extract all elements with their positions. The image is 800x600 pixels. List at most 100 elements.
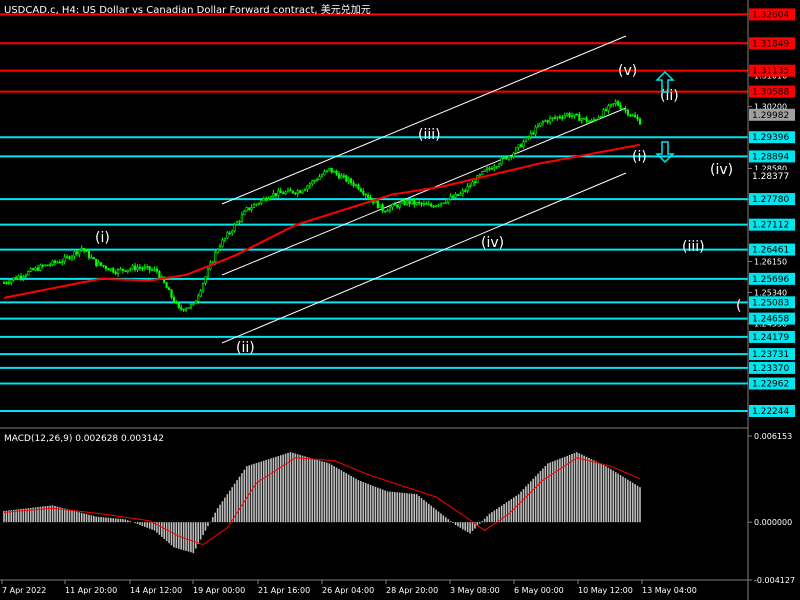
candle-body	[289, 189, 292, 192]
candle-body	[129, 268, 132, 271]
wave-label-iii: (iii)	[418, 127, 441, 143]
candle-body	[231, 230, 234, 234]
time-tick-label: 13 May 04:00	[642, 586, 697, 595]
candle-body	[408, 200, 411, 205]
candle-body	[549, 118, 552, 123]
candle-body	[425, 203, 428, 205]
level-tag	[749, 296, 795, 309]
candle-body	[507, 155, 511, 160]
candle-body	[133, 265, 137, 270]
candle-body	[306, 185, 309, 190]
time-tick-label: 10 May 12:00	[578, 586, 633, 595]
candle-body	[15, 277, 18, 280]
time-tick-label: 11 Apr 20:00	[65, 586, 117, 595]
candle-body	[420, 202, 423, 205]
time-tick-label: 3 May 08:00	[450, 586, 500, 595]
candle-body	[529, 132, 532, 138]
chart-title: USDCAD.c, H4: US Dollar vs Canadian Doll…	[4, 3, 371, 16]
candle-body	[626, 109, 629, 116]
candle-body	[502, 157, 506, 159]
level-tag-text: 1.28894	[752, 152, 789, 162]
wave-labels: (i) (ii) (iii) (iv) (v) (ii) (i) (iv) (i…	[95, 63, 741, 356]
candle-body	[359, 188, 362, 192]
candle-body	[46, 264, 49, 267]
candle-body	[619, 105, 622, 109]
candle-body	[163, 276, 166, 284]
wave-label-i-future: (i)	[632, 149, 647, 165]
candle-body	[575, 113, 578, 116]
level-tag-text: 1.23370	[752, 364, 789, 374]
candle-body	[519, 144, 523, 148]
candle-body	[70, 255, 74, 260]
macd-tick-label: 0.006153	[754, 432, 792, 441]
candle-body	[629, 114, 632, 117]
candle-body	[131, 265, 134, 270]
time-tick-label: 21 Apr 16:00	[258, 586, 310, 595]
candle-body	[573, 113, 576, 117]
candle-body	[320, 174, 324, 178]
level-tag	[749, 272, 795, 285]
level-tag	[749, 150, 795, 163]
candle-body	[481, 171, 484, 175]
candle-body	[90, 257, 93, 259]
candle-body	[434, 205, 438, 208]
candle-body	[612, 103, 615, 105]
level-tag-text: 1.25083	[752, 298, 789, 308]
candle-body	[422, 203, 426, 205]
candle-body	[595, 119, 598, 121]
candle-body	[274, 192, 277, 196]
time-tick-label: 6 May 00:00	[514, 586, 564, 595]
candle-body	[51, 260, 54, 265]
candle-body	[352, 182, 355, 187]
candle-body	[357, 184, 360, 190]
candle-body	[87, 250, 91, 258]
candle-body	[333, 170, 336, 173]
candle-body	[80, 248, 83, 251]
candle-body	[121, 268, 125, 271]
level-price-tags: 1.32604 1.31849 1.31135 1.30588 1.29396 1.288…	[749, 8, 795, 418]
candle-body	[233, 224, 236, 232]
candle-body	[269, 196, 273, 199]
candle-body	[604, 109, 608, 111]
candle-body	[410, 200, 413, 205]
candle-body	[568, 113, 571, 117]
wave-label-iv: (iv)	[481, 235, 504, 251]
candle-body	[510, 155, 513, 158]
candle-body	[393, 204, 396, 206]
level-tag-text: 1.26461	[752, 246, 789, 256]
trend-channel	[221, 35, 627, 344]
candle-body	[199, 290, 202, 297]
candle-body	[116, 269, 120, 274]
candle-body	[532, 132, 535, 135]
candle-body	[17, 275, 20, 280]
candle-body	[5, 282, 8, 284]
candle-body	[534, 126, 537, 135]
level-tag-text: 1.30588	[752, 88, 789, 98]
candle-body	[415, 201, 418, 205]
candle-body	[544, 120, 547, 122]
candle-body	[493, 166, 496, 170]
candle-body	[471, 181, 474, 187]
level-tag	[749, 348, 795, 361]
level-tag	[749, 131, 795, 144]
candle-body	[461, 190, 464, 195]
wave-label-partial: (	[736, 298, 741, 314]
time-axis: 7 Apr 2022 11 Apr 20:00 14 Apr 12:00 19 Apr…	[1, 580, 697, 595]
candle-body	[403, 200, 406, 205]
price-tick-label: 1.26150	[754, 257, 787, 266]
candle-body	[379, 204, 382, 209]
candle-body	[262, 197, 265, 201]
candle-body	[39, 264, 42, 271]
candle-body	[522, 141, 525, 148]
candle-body	[464, 190, 467, 192]
candle-body	[153, 268, 156, 271]
candle-body	[374, 200, 377, 203]
candle-body	[495, 165, 498, 168]
candle-body	[570, 115, 574, 118]
candle-body	[580, 118, 583, 121]
candle-body	[29, 268, 32, 272]
candle-body	[165, 282, 168, 289]
candle-body	[505, 157, 508, 160]
candle-body	[126, 269, 129, 272]
